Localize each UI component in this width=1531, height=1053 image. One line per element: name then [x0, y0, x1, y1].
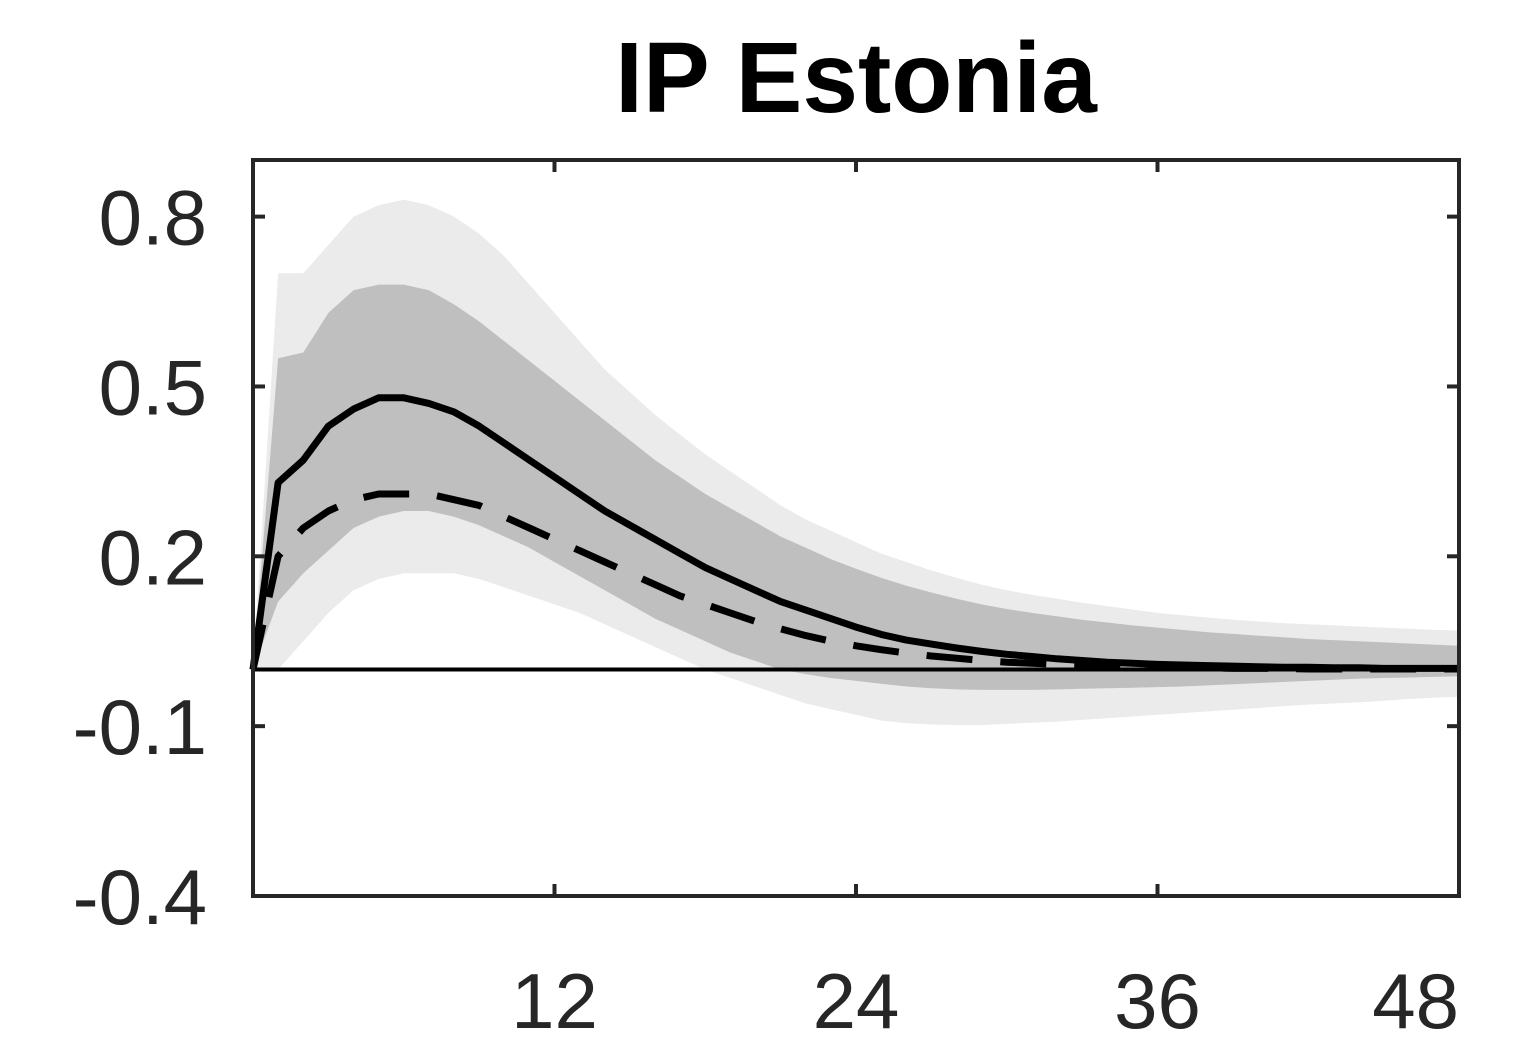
y-tick-label: 0.8 [99, 174, 207, 262]
x-axis-tick-labels: 12 24 36 48 [511, 957, 1459, 1045]
x-tick-label: 24 [813, 957, 900, 1045]
confidence-bands [253, 199, 1459, 726]
x-tick-label: 36 [1114, 957, 1201, 1045]
y-tick-label: -0.1 [73, 683, 207, 771]
x-tick-label: 48 [1372, 957, 1459, 1045]
series-lines [249, 394, 1459, 673]
y-tick-label: 0.2 [99, 513, 207, 601]
series-line-dashed [249, 490, 1459, 673]
x-tick-label: 12 [511, 957, 598, 1045]
confidence-band-1 [253, 199, 1459, 726]
y-tick-label: -0.4 [73, 853, 207, 941]
y-tick-label: 0.5 [99, 343, 207, 431]
chart-title: IP Estonia [615, 22, 1098, 134]
confidence-band-2 [253, 284, 1459, 690]
y-axis-tick-labels: -0.4 -0.1 0.2 0.5 0.8 [73, 174, 207, 941]
axis-ticks [253, 160, 1461, 898]
